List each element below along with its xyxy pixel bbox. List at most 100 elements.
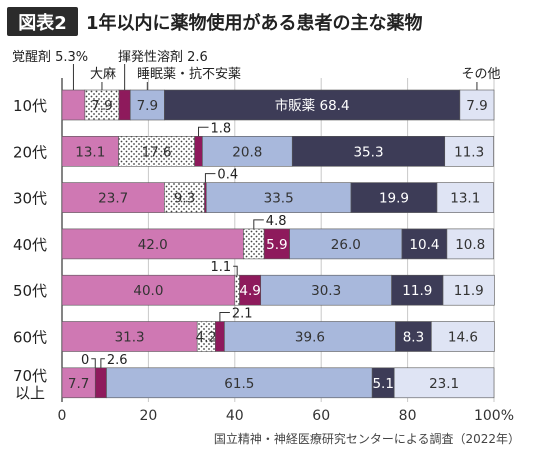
bar-value-label: 30.3 (311, 283, 341, 299)
x-tick-label: 60 (312, 408, 330, 424)
callout-label: 0 (81, 353, 89, 368)
bar-value-label: 33.5 (264, 191, 294, 207)
bar-segment (444, 136, 494, 167)
bar-segment (61, 89, 86, 121)
bar-segment (61, 321, 198, 352)
bar-value-label: 26.0 (331, 237, 361, 253)
callout-label: 4.8 (266, 214, 287, 229)
bar-segment (224, 321, 396, 352)
bar-value-label: 14.6 (448, 330, 478, 346)
bar-segment (243, 228, 265, 260)
x-tick-label: 40 (226, 408, 244, 424)
bar-segment (129, 89, 165, 121)
bar-segment (194, 136, 203, 167)
bar-segment (205, 182, 352, 213)
source-note: 国立精神・神経医療研究センターによる調査（2022年） (214, 431, 520, 446)
bar-value-label: 9.3 (174, 191, 195, 207)
callout-leader (219, 312, 230, 322)
callout-label: 睡眠薬・抗不安薬 (137, 67, 241, 82)
bar-value-label: 5.1 (372, 376, 393, 392)
bar-value-label: 10.8 (455, 237, 485, 253)
bar-value-label: 10.4 (409, 237, 439, 253)
callout-leader (204, 173, 216, 183)
bar-segment (263, 228, 290, 260)
bar-value-label: 7.9 (466, 98, 487, 114)
bar-value-label: 11.3 (454, 144, 484, 160)
bar-segment (61, 182, 165, 213)
category-label: 30代 (13, 190, 47, 208)
bar-value-label: 17.6 (142, 144, 172, 160)
bar-segment (446, 228, 494, 260)
bar-value-label: 11.9 (454, 283, 484, 299)
bar-value-label: 7.9 (91, 98, 112, 114)
bar-segment (393, 367, 495, 399)
x-axis-ticks: 0 20 40 60 80 100% (58, 408, 514, 424)
bar-segment (61, 367, 96, 399)
bar-value-label: 市販薬 68.4 (275, 97, 350, 114)
bar-segment (289, 228, 403, 260)
bar-segment (391, 274, 444, 306)
callout-label: 覚醒剤 5.3% (12, 49, 88, 65)
bar-value-label: 61.5 (224, 376, 254, 392)
callout-leader (91, 358, 96, 368)
bar-segment (260, 274, 392, 306)
category-label: 20代 (13, 143, 47, 161)
callout-label: 揮発性溶剤 2.6 (118, 49, 208, 65)
callout-label: 2.1 (232, 307, 253, 322)
bar-value-label: 23.7 (98, 191, 128, 207)
bar-segment (61, 274, 236, 306)
bar-segment (401, 228, 448, 260)
x-tick-label: 0 (58, 408, 67, 424)
bar-segment (164, 182, 205, 213)
category-label: 40代 (13, 236, 47, 254)
bar-value-label: 31.3 (115, 330, 145, 346)
bar-value-label: 39.6 (295, 330, 325, 346)
callout-leader (198, 126, 209, 137)
category-label: 以上 (15, 384, 45, 402)
bar-segment (61, 136, 119, 167)
stacked-bars: 7.9 7.9 市販薬 68.4 7.9 13.1 17.6 20.8 35.3 11.3 23.… (61, 89, 495, 399)
bar-value-label: 11.9 (402, 283, 432, 299)
bar-segment (291, 136, 446, 167)
header-badge-bg (7, 7, 78, 36)
bar-segment (431, 321, 495, 352)
bar-segment (215, 321, 225, 352)
bar-value-label: 35.3 (353, 144, 383, 160)
bar-value-label: 7.7 (68, 376, 89, 392)
bar-segment (106, 367, 373, 399)
bar-segment (436, 182, 494, 213)
bar-segment (118, 136, 195, 167)
bar-segment (94, 367, 107, 399)
bar-value-label: 40.0 (133, 283, 163, 299)
x-tick-label: 100% (474, 408, 514, 424)
chart-header: 図表2 1年以内に薬物使用がある患者の主な薬物 (7, 7, 423, 36)
bar-segment (118, 89, 131, 121)
bar-value-label: 19.9 (379, 191, 409, 207)
callout-label: その他 (461, 67, 500, 82)
bar-value-label: 5.9 (266, 237, 287, 253)
bar-value-label: 4.2 (196, 330, 217, 346)
x-tick-label: 20 (139, 408, 157, 424)
category-label: 60代 (13, 329, 47, 347)
bar-segment (61, 228, 244, 260)
bar-value-label: 8.3 (403, 330, 424, 346)
callout-label: 1.8 (211, 121, 232, 136)
bar-segment (202, 136, 293, 167)
bar-value-label: 23.1 (429, 376, 459, 392)
bar-value-label: 42.0 (138, 237, 168, 253)
callout-label: 1.1 (210, 260, 231, 275)
bar-segment (164, 89, 461, 121)
category-label: 70代 (13, 367, 47, 385)
x-tick-label: 80 (399, 408, 417, 424)
chart-title: 1年以内に薬物使用がある患者の主な薬物 (86, 12, 423, 34)
category-label: 50代 (13, 282, 47, 300)
bar-segment (442, 274, 495, 306)
bar-value-label: 7.9 (137, 98, 158, 114)
callout-leader (100, 358, 105, 368)
callout-label: 0.4 (217, 168, 238, 183)
callout-label: 大麻 (90, 67, 116, 82)
bar-segment (395, 321, 432, 352)
callout-leader (253, 219, 264, 229)
